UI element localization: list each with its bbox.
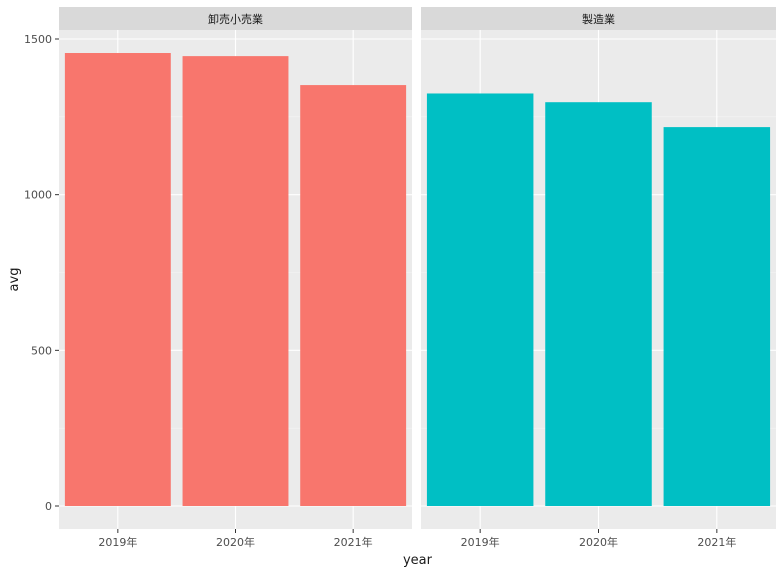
bar [300, 85, 407, 506]
y-axis: 0 500 1000 1500 [24, 33, 59, 513]
bar [426, 93, 534, 506]
x-tick-label: 2021年 [697, 535, 736, 549]
facet-strip [59, 7, 412, 30]
x-tick-label: 2021年 [334, 535, 373, 549]
bar [182, 56, 289, 507]
bar [663, 127, 771, 506]
facet-strip-label: 卸売小売業 [208, 12, 263, 26]
y-tick-label: 1000 [24, 189, 52, 202]
x-axis-title: year [403, 553, 433, 568]
y-tick-label: 500 [31, 344, 52, 357]
y-axis-title: avg [7, 268, 22, 292]
x-tick-label: 2019年 [461, 535, 500, 549]
x-tick-label: 2019年 [98, 535, 137, 549]
bar [64, 53, 171, 506]
facet-strip [421, 7, 776, 30]
x-tick-label: 2020年 [579, 535, 618, 549]
bar [545, 102, 652, 506]
facet-panel: 製造業 2019年 2020年 2021年 [421, 7, 776, 549]
y-tick-label: 1500 [24, 33, 52, 46]
facet-strip-label: 製造業 [582, 12, 615, 26]
facet-panel: 卸売小売業 2019年 2020年 2021年 [59, 7, 412, 549]
x-tick-label: 2020年 [216, 535, 255, 549]
y-tick-label: 0 [45, 500, 52, 513]
